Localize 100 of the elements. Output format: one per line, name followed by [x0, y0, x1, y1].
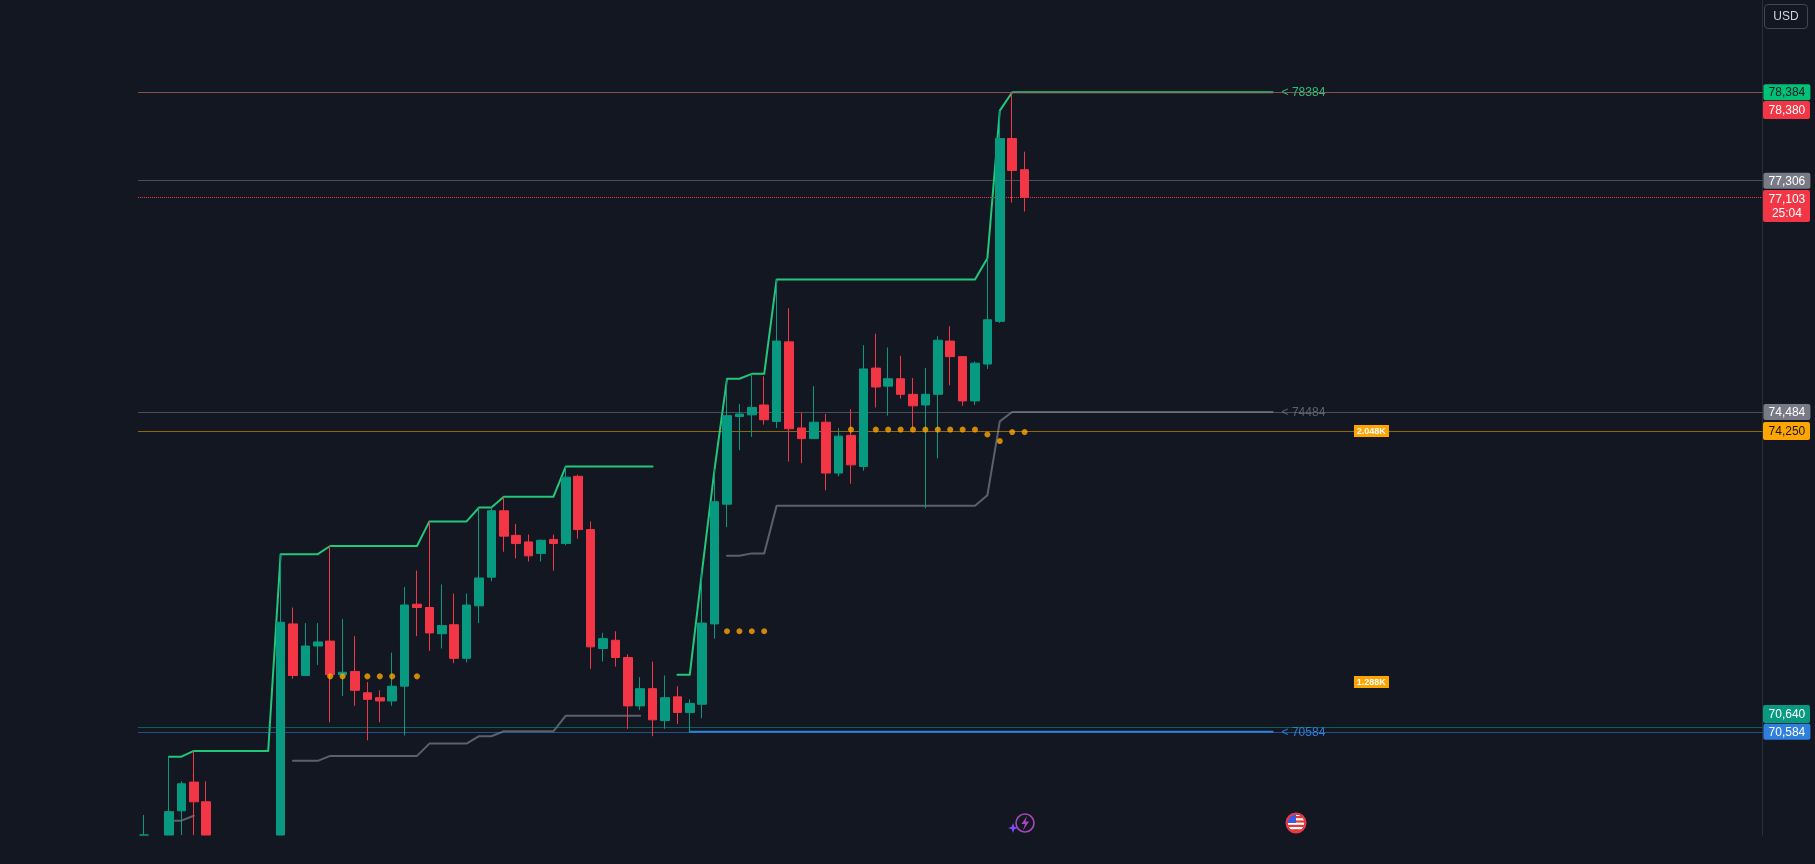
candlestick [660, 675, 670, 730]
candlestick [747, 373, 757, 438]
point [934, 426, 941, 433]
point [736, 628, 743, 635]
point [761, 628, 768, 635]
y-tick-label: 77,306 [1768, 173, 1806, 188]
candlestick [685, 698, 695, 734]
point [376, 673, 383, 680]
candlestick [189, 750, 199, 836]
candlestick [276, 553, 285, 836]
candlestick [623, 653, 633, 730]
y-axis-title: USD [1764, 4, 1808, 29]
candlestick [735, 403, 744, 451]
point [959, 426, 966, 433]
candlestick [883, 347, 893, 417]
candlestick [561, 465, 571, 546]
candlestick [710, 468, 719, 640]
candlestick [859, 344, 868, 472]
candlestick [871, 333, 881, 408]
point [885, 426, 892, 433]
point [922, 426, 929, 433]
candlestick [437, 584, 447, 649]
candlestick [933, 335, 943, 459]
point [996, 438, 1003, 445]
candlestick [449, 593, 459, 664]
candlestick [784, 307, 794, 463]
candlestick [648, 661, 657, 737]
point [389, 673, 396, 680]
point [848, 426, 854, 433]
candlestick [350, 635, 360, 707]
candlestick [921, 367, 930, 509]
point [364, 673, 371, 680]
ref-line-label: 77,103 25:04 [1763, 189, 1811, 222]
candlestick [797, 411, 806, 464]
candlestick [809, 385, 819, 440]
candlestick [611, 630, 620, 668]
point [327, 673, 334, 680]
candlestick [846, 408, 856, 485]
candlestick [821, 413, 831, 491]
point [984, 431, 991, 438]
candlestick [288, 607, 298, 680]
candlestick [201, 780, 211, 836]
annotation: 2.048K [1353, 425, 1389, 438]
point [947, 426, 954, 433]
candlestick [635, 676, 645, 711]
candlestick [673, 685, 682, 725]
candlestick [425, 520, 434, 652]
y-tick-label: 74,484 [1768, 405, 1806, 420]
candlestick [722, 378, 732, 528]
candlestick [499, 496, 509, 553]
point [1009, 429, 1016, 436]
point [872, 426, 879, 433]
point [1021, 429, 1028, 436]
candlestick [983, 257, 992, 370]
candlestick [586, 520, 595, 670]
point [339, 673, 346, 680]
candlestick [474, 506, 484, 624]
candlestick [573, 474, 583, 540]
candlestick [363, 681, 372, 741]
candlestick [970, 361, 980, 406]
candlestick [896, 355, 905, 399]
point [724, 628, 730, 635]
candlestick [338, 618, 347, 697]
ref-line-label: 70,640 [1763, 704, 1811, 723]
candlestick [598, 632, 608, 663]
y-tick-label: 78,384 [1768, 85, 1806, 100]
candlestick [462, 593, 471, 663]
point [910, 426, 916, 433]
candlestick [945, 325, 955, 386]
candlestick [387, 652, 397, 707]
candlestick [325, 545, 335, 723]
candlestick [164, 756, 174, 836]
candlestick [301, 622, 310, 677]
candlestick [487, 506, 496, 582]
data-label: < 70584 [1281, 724, 1326, 739]
candlestick [177, 780, 186, 836]
annotation: 1.288K [1353, 676, 1389, 689]
candlestick [549, 534, 558, 572]
candlestick [524, 534, 533, 563]
candlestick [772, 279, 781, 429]
candlestick [400, 586, 409, 736]
point [972, 426, 978, 433]
candlestick [958, 356, 967, 407]
candlestick [313, 622, 323, 666]
ref-line-label: 78,380 [1763, 101, 1811, 120]
candlestick [697, 569, 707, 719]
point [897, 426, 904, 433]
candlestick [412, 570, 422, 637]
candlestick [995, 110, 1005, 324]
candlestick [139, 814, 149, 836]
y-tick-label: 70,584 [1768, 724, 1806, 739]
candlestick [834, 427, 843, 477]
candlestick [536, 538, 546, 563]
candlestick [908, 377, 918, 430]
data-label: < 74484 [1281, 405, 1326, 420]
point [414, 673, 420, 680]
candlestick [375, 689, 385, 723]
point [748, 628, 755, 635]
candlestick [759, 375, 769, 426]
ref-line-label: 74,250 [1763, 422, 1811, 441]
